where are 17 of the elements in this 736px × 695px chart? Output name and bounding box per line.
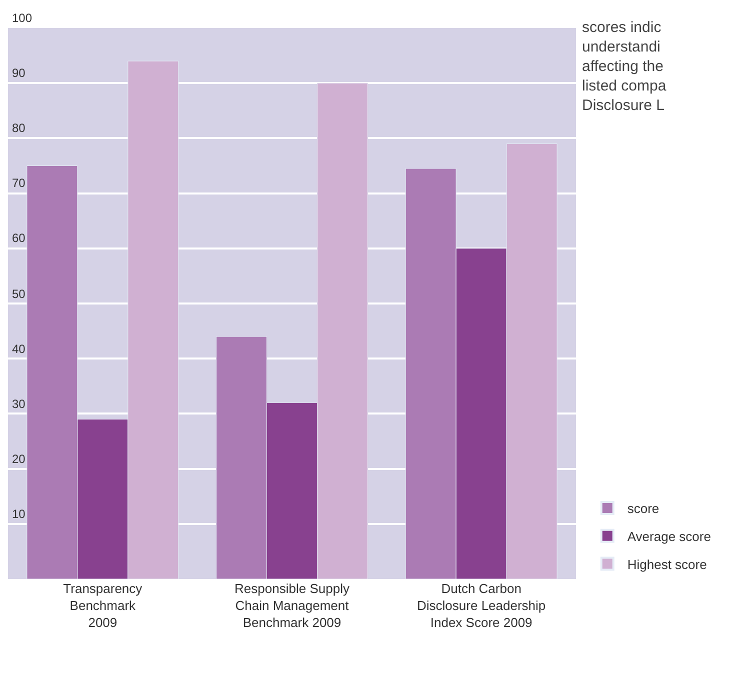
y-tick-label: 80 [12,121,26,135]
x-tick-label: Dutch Carbon Disclosure Leadership Index Score 2009 [417,581,546,630]
y-tick-label: 100 [12,11,32,25]
text: scores indic understandi affecting the listed compa Disclosure L [582,19,667,114]
x-tick-label: Responsible Supply Chain Management Benchmark 2009 [234,581,350,630]
x-tick-label: Transparency Benchmark 2009 [63,581,143,630]
y-tick-label: 30 [12,397,26,411]
legend-label: Average score [627,528,711,544]
y-tick-label: 20 [12,452,26,466]
y-tick-label: 90 [12,66,26,80]
y-tick-label: 40 [12,342,26,356]
y-tick-label: 70 [12,176,26,190]
y-tick-label: 10 [12,507,26,521]
legend-label: Highest score [627,556,707,572]
legend-label: score [627,501,660,516]
y-tick-label: 50 [12,287,26,301]
y-tick-label: 60 [12,231,26,245]
